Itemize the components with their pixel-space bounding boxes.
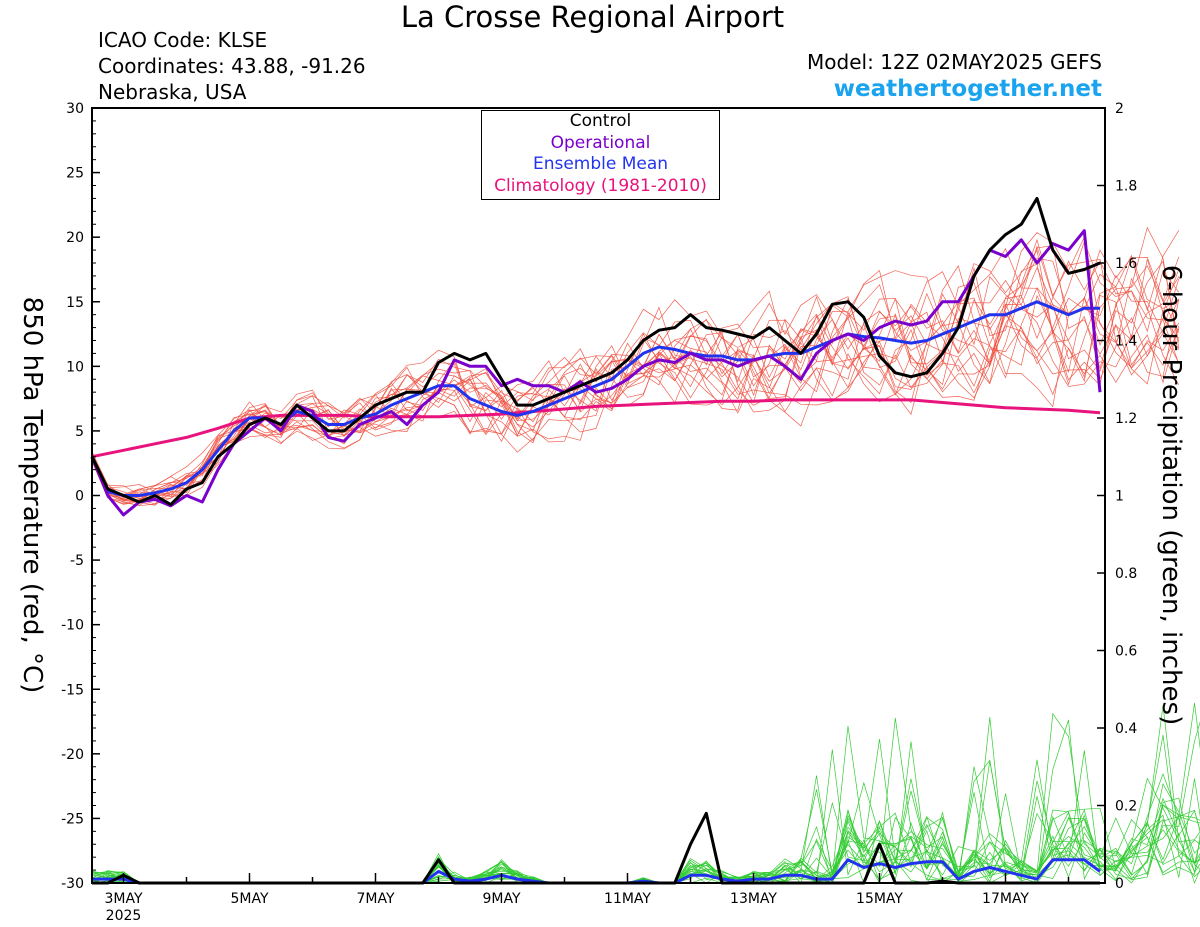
ensemble-member-precip-line [91,775,1200,884]
model-run: Model: 12Z 02MAY2025 GEFS [807,50,1102,74]
y-tick-label-right: 1.2 [1115,411,1137,427]
y-tick-label-left: 20 [66,230,84,246]
x-tick-label: 7MAY [356,891,394,907]
ensemble-member-precip-line [91,772,1200,884]
ensemble-member-temp-line [91,277,1180,506]
ensemble-member-temp-line [91,249,1179,507]
ensemble-member-temp-line [91,260,1180,497]
x-year-label: 2025 [106,908,142,924]
legend-control: Control [569,111,632,131]
ensemble-member-temp-line [91,259,1180,499]
x-tick-label: 5MAY [230,891,268,907]
ensemble-member-lines [91,226,1180,507]
plot-frame [91,107,1106,884]
ensemble-member-precip-line [91,738,1200,884]
y-tick-label-left: -25 [61,811,84,827]
coordinates: Coordinates: 43.88, -91.26 [98,54,366,78]
ensemble-member-precip-line [91,807,1200,884]
y-tick-label-right: 0.8 [1115,566,1137,582]
ensemble-member-precip-line [91,816,1200,884]
ensemble-member-temp-line [91,226,1180,505]
y-tick-label-right: 0 [1115,876,1124,892]
ensemble-member-precip-line [91,735,1200,885]
axis-ticks: 302520151050-5-10-15-20-25-3021.81.61.41… [61,101,1137,924]
location: Nebraska, USA [98,80,247,104]
y-tick-label-left: 25 [66,166,84,182]
y-tick-label-right: 0.4 [1115,721,1137,737]
main-series-lines [90,196,1102,885]
site-link[interactable]: weathertogether.net [833,76,1102,102]
y-tick-label-right: 1.4 [1115,334,1137,350]
legend-ensemble-mean: Ensemble Mean [532,154,669,174]
x-tick-label: 17MAY [982,891,1029,907]
y-tick-label-left: -15 [61,682,84,698]
legend-climatology: Climatology (1981-2010) [494,175,707,196]
ensemble-member-precip-line [91,725,1200,884]
ensemble-member-precip-line [91,778,1200,884]
y-tick-label-right: 1 [1115,489,1124,505]
y-tick-label-right: 1.8 [1115,179,1137,195]
y-tick-label-left: -30 [61,876,84,892]
y-tick-label-left: 5 [75,424,84,440]
x-tick-label: 3MAY [104,891,142,907]
ensemble-member-temp-line [91,279,1180,506]
ensemble-member-precip-line [91,703,1200,884]
y-tick-label-left: -20 [61,747,84,763]
x-tick-label: 9MAY [482,891,520,907]
y-tick-label-left: -5 [70,553,84,569]
y-tick-label-left: 10 [66,359,84,375]
ensemble-mean-line [90,300,1100,497]
x-tick-label: 15MAY [856,891,903,907]
ensemble-member-temp-line [91,248,1180,497]
icao-code: ICAO Code: KLSE [98,28,268,52]
ensemble-member-temp-line [91,305,1180,498]
y-tick-label-left: 0 [75,489,84,505]
y-tick-label-right: 2 [1115,101,1124,117]
ensemble-member-precip-line [91,705,1200,884]
ensemble-member-temp-line [91,282,1180,497]
x-tick-label: 11MAY [604,891,651,907]
y-tick-label-right: 0.6 [1115,644,1137,660]
y-tick-label-left: -10 [61,618,84,634]
ensemble-member-precip-line [91,721,1200,885]
y-tick-label-right: 0.2 [1115,799,1137,815]
y-axis-label-right: 6-hour Precipitation (green, inches) [1156,264,1186,726]
control-line [90,196,1101,506]
control-precip-line [92,811,1100,885]
ensemble-precip-lines [91,703,1200,885]
chart-title: La Crosse Regional Airport [400,0,785,34]
y-axis-label-left: 850 hPa Temperature (red, °C) [17,296,47,694]
ensemble-member-temp-line [91,238,1180,497]
y-tick-label-left: 15 [66,295,84,311]
x-tick-label: 13MAY [730,891,777,907]
ensemble-member-temp-line [91,232,1180,501]
operational-line [90,229,1102,517]
y-tick-label-left: 30 [66,101,84,117]
y-tick-label-right: 1.6 [1115,256,1137,272]
legend: Control Operational Ensemble Mean Climat… [481,110,720,200]
legend-operational: Operational [550,132,651,153]
